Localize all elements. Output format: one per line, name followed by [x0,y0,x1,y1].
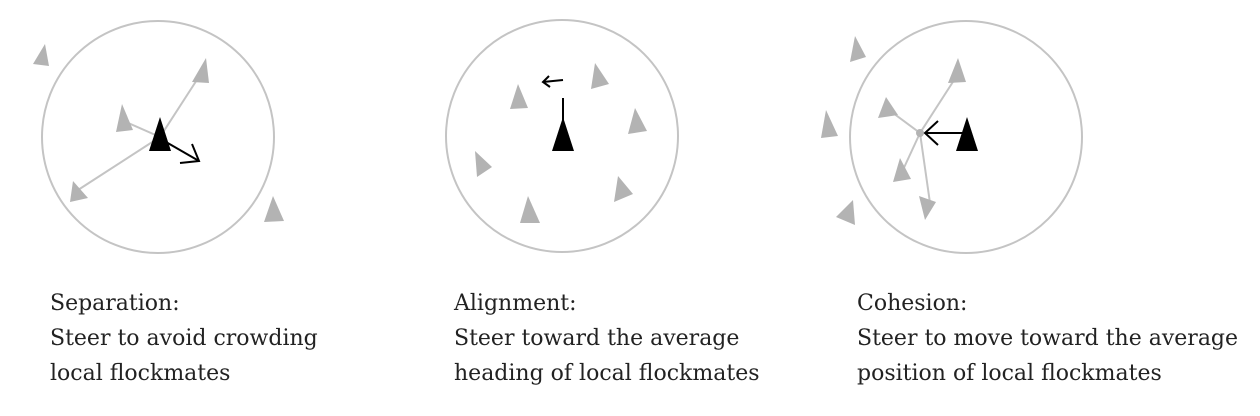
separation-neighbor-link [77,136,161,191]
separation-steer-arrow [165,141,200,162]
cohesion-center-of-mass [916,129,924,137]
neighbor-boid [70,181,88,202]
neighbor-boid [850,36,866,62]
alignment-description-line: Steer toward the average [454,326,740,351]
cohesion-neighborhood-circle [849,20,1083,254]
neighbor-boid [33,44,49,66]
alignment-title: Alignment: [454,291,577,316]
separation-panel [33,20,284,254]
neighbor-boid [919,196,936,220]
alignment-steer-arrowhead [541,75,551,88]
separation-description-line: Steer to avoid crowding [50,326,318,351]
separation-neighbor-link [125,121,161,138]
cohesion-description-line: Steer to move toward the average [857,326,1239,351]
neighbor-boid [510,84,528,109]
neighbor-boid [893,158,911,182]
neighbor-boid [591,63,609,89]
neighbor-boid [192,58,209,83]
neighbor-boid [878,97,898,118]
alignment-focal-boid [552,117,574,151]
neighbor-boid [614,176,633,202]
separation-neighbor-link [159,71,203,138]
neighbor-boid [475,151,492,177]
alignment-caption: Alignment: Steer toward the average head… [454,286,760,391]
neighbor-boid [520,196,540,223]
cohesion-steer-arrowhead [923,120,939,146]
neighbor-boid [836,200,855,225]
cohesion-panel [821,20,1083,254]
neighbor-boid [628,108,647,134]
cohesion-neighbor-link [901,132,921,173]
separation-neighborhood-circle [41,20,275,254]
cohesion-neighbor-link [919,73,959,134]
alignment-description-line: heading of local flockmates [454,361,760,386]
alignment-panel [445,19,679,253]
alignment-steer-arrow [542,79,564,83]
cohesion-neighbor-link [919,132,931,204]
boids-diagram [33,19,1083,254]
separation-focal-boid [149,117,171,151]
separation-caption: Separation: Steer to avoid crowding loca… [50,286,318,391]
neighbor-boid [948,58,966,83]
alignment-neighborhood-circle [445,19,679,253]
separation-title: Separation: [50,291,180,316]
cohesion-description-line: position of local flockmates [857,361,1162,386]
neighbor-boid [821,110,838,138]
cohesion-caption: Cohesion: Steer to move toward the avera… [857,286,1238,391]
neighbor-boid [264,196,284,222]
separation-steer-arrowhead [179,143,201,164]
cohesion-title: Cohesion: [857,291,968,316]
separation-description-line: local flockmates [50,361,231,386]
cohesion-focal-boid [956,117,978,151]
neighbor-boid [116,104,133,132]
